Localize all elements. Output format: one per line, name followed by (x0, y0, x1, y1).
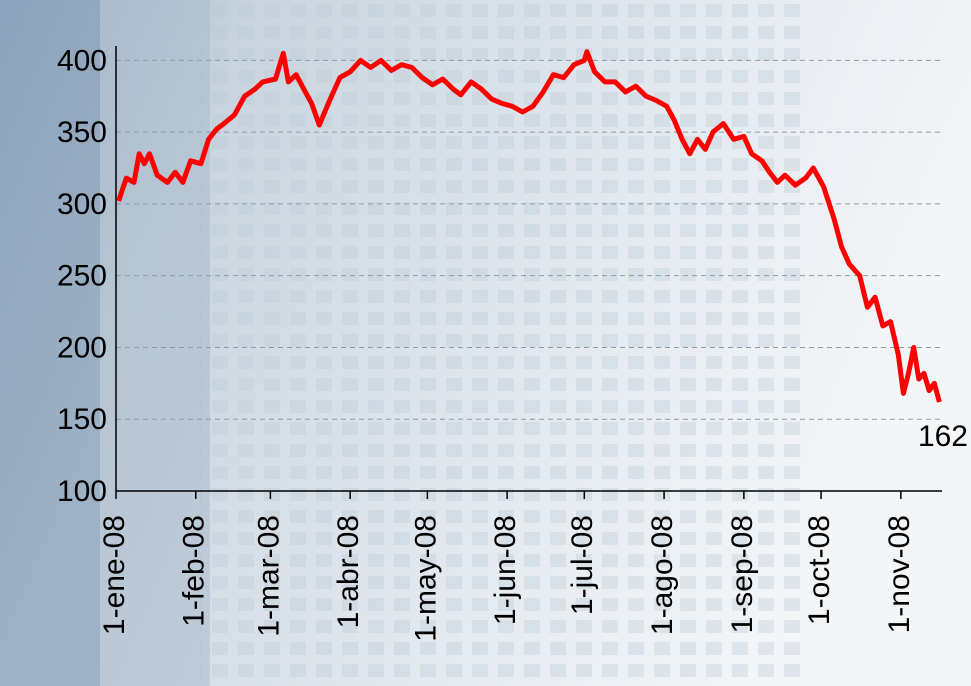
y-tick-label: 250 (57, 260, 107, 293)
x-tick-label: 1-feb-08 (178, 515, 211, 627)
data-label: 162 (918, 420, 968, 453)
page: 100 150 200 250 300 350 400 1-ene-08 1-feb-08 1-m… (0, 0, 971, 686)
x-tick-label: 1-jun-08 (489, 515, 522, 625)
y-tick-label: 100 (57, 475, 107, 508)
y-tick-label: 200 (57, 331, 107, 364)
y-tick-label: 400 (57, 44, 107, 77)
x-tick-label: 1-jul-08 (566, 515, 599, 615)
x-tick-label: 1-may-08 (409, 515, 442, 642)
x-tick-label: 1-abr-08 (332, 515, 365, 628)
x-tick-label: 1-sep-08 (726, 515, 759, 633)
x-tick-label: 1-oct-08 (803, 515, 836, 625)
x-tick-label: 1-mar-08 (252, 515, 285, 637)
x-tick-label: 1-ago-08 (646, 515, 679, 635)
x-tick-label: 1-ene-08 (98, 515, 131, 635)
y-tick-label: 150 (57, 403, 107, 436)
y-tick-label: 350 (57, 116, 107, 149)
chart: 100 150 200 250 300 350 400 1-ene-08 1-feb-08 1-m… (0, 0, 971, 686)
y-tick-label: 300 (57, 188, 107, 221)
x-tick-label: 1-nov-08 (883, 515, 916, 633)
